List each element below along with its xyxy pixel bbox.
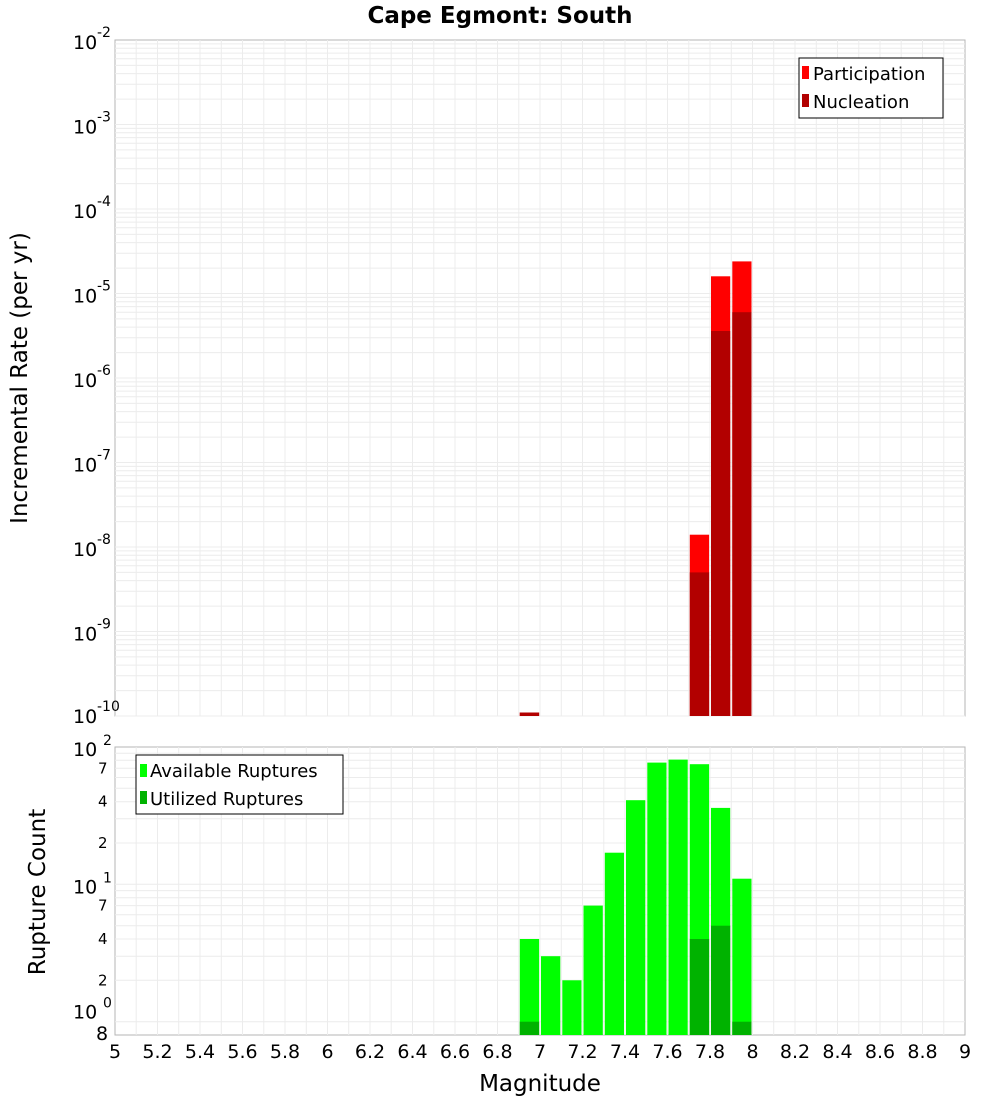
x-tick-label: 5.2 bbox=[142, 1041, 172, 1063]
x-tick-label: 8.2 bbox=[780, 1041, 810, 1063]
bottom-bar-utilized-ruptures bbox=[711, 925, 731, 1035]
y-tick-exponent: 1 bbox=[103, 870, 112, 886]
legend-label-nucleation: Nucleation bbox=[813, 92, 909, 113]
bottom-bar-available-ruptures bbox=[541, 956, 561, 1035]
x-tick-label: 5.6 bbox=[227, 1041, 257, 1063]
y-tick-exponent: 0 bbox=[103, 996, 112, 1012]
bottom-bar-utilized-ruptures bbox=[732, 1021, 752, 1035]
x-tick-label: 5.4 bbox=[185, 1041, 215, 1063]
bottom-bar-available-ruptures bbox=[562, 980, 582, 1035]
bottom-grid bbox=[115, 747, 965, 1035]
chart-title: Cape Egmont: South bbox=[367, 3, 632, 29]
legend-label-participation: Participation bbox=[813, 64, 925, 85]
bottom-legend: Available Ruptures Utilized Ruptures bbox=[135, 754, 344, 815]
x-tick-label: 7.4 bbox=[610, 1041, 640, 1063]
x-tick-label: 6.4 bbox=[397, 1041, 427, 1063]
y-tick-exponent: -3 bbox=[97, 110, 111, 126]
legend-label-utilized-ruptures: Utilized Ruptures bbox=[150, 789, 303, 810]
legend-label-available-ruptures: Available Ruptures bbox=[150, 761, 318, 782]
x-tick-label: 6.8 bbox=[482, 1041, 512, 1063]
legend-swatch-nucleation bbox=[802, 94, 809, 107]
y-minor-tick-label: 2 bbox=[98, 834, 108, 852]
y-tick-label: 10 bbox=[73, 1002, 97, 1024]
x-tick-label: 7.6 bbox=[652, 1041, 682, 1063]
top-bar-nucleation bbox=[519, 712, 540, 716]
top-legend: Participation Nucleation bbox=[798, 57, 944, 119]
top-y-axis: 10-210-310-410-510-610-710-810-910-10 bbox=[73, 25, 120, 728]
bottom-bar-available-ruptures bbox=[668, 759, 688, 1035]
y-tick-label: 10 bbox=[73, 370, 97, 392]
x-tick-label: 8 bbox=[746, 1041, 758, 1063]
bottom-bar-available-ruptures bbox=[583, 905, 603, 1035]
top-y-axis-label: Incremental Rate (per yr) bbox=[7, 232, 33, 524]
bottom-bar-available-ruptures bbox=[732, 878, 752, 1035]
x-tick-label: 6 bbox=[321, 1041, 333, 1063]
y-minor-tick-label: 2 bbox=[98, 971, 108, 989]
y-minor-tick-label: 8 bbox=[96, 1023, 108, 1045]
bottom-bar-available-ruptures bbox=[519, 939, 540, 1035]
y-tick-label: 10 bbox=[73, 32, 97, 54]
top-grid bbox=[115, 40, 965, 717]
x-tick-label: 5 bbox=[109, 1041, 121, 1063]
y-tick-exponent: 2 bbox=[103, 733, 112, 749]
y-tick-label: 10 bbox=[73, 201, 97, 223]
y-tick-label: 10 bbox=[73, 455, 97, 477]
x-tick-label: 7.8 bbox=[695, 1041, 725, 1063]
y-minor-tick-label: 7 bbox=[98, 759, 108, 777]
y-tick-exponent: -4 bbox=[97, 194, 111, 210]
legend-swatch-utilized-ruptures bbox=[140, 791, 147, 804]
bottom-bar-available-ruptures bbox=[626, 800, 646, 1035]
x-tick-label: 8.8 bbox=[907, 1041, 937, 1063]
y-tick-exponent: -6 bbox=[97, 363, 111, 379]
top-bar-nucleation bbox=[689, 572, 710, 716]
x-axis-label: Magnitude bbox=[479, 1071, 601, 1097]
top-bar-nucleation bbox=[711, 331, 731, 716]
bottom-bar-available-ruptures bbox=[604, 852, 624, 1035]
x-tick-label: 7.2 bbox=[567, 1041, 597, 1063]
x-tick-label: 6.6 bbox=[440, 1041, 470, 1063]
y-tick-label: 10 bbox=[73, 706, 97, 728]
x-tick-label: 6.2 bbox=[355, 1041, 385, 1063]
y-tick-exponent: -5 bbox=[97, 279, 111, 295]
y-minor-tick-label: 7 bbox=[98, 897, 108, 915]
bottom-bar-available-ruptures bbox=[647, 762, 667, 1035]
x-tick-label: 8.6 bbox=[865, 1041, 895, 1063]
x-tick-label: 7 bbox=[534, 1041, 546, 1063]
y-tick-label: 10 bbox=[73, 624, 97, 646]
y-tick-label: 10 bbox=[73, 739, 97, 761]
top-bar-nucleation bbox=[732, 312, 752, 716]
bottom-bars bbox=[519, 759, 752, 1035]
y-tick-label: 10 bbox=[73, 539, 97, 561]
bottom-bar-utilized-ruptures bbox=[519, 1021, 540, 1035]
y-tick-exponent: -7 bbox=[97, 448, 111, 464]
y-tick-exponent: -10 bbox=[97, 699, 120, 715]
y-tick-exponent: -9 bbox=[97, 617, 111, 633]
y-tick-exponent: -2 bbox=[97, 25, 111, 41]
x-tick-label: 8.4 bbox=[822, 1041, 852, 1063]
y-tick-label: 10 bbox=[73, 117, 97, 139]
bottom-y-axis-label: Rupture Count bbox=[25, 809, 51, 975]
bottom-legend-box bbox=[135, 754, 344, 815]
y-minor-tick-label: 4 bbox=[98, 930, 108, 948]
x-axis-ticks: 5 5.2 5.4 5.6 5.8 6 6.2 6.4 6.6 6.8 7 7.2 7.4 7.6 7.8 8… bbox=[109, 1041, 971, 1063]
bottom-bar-utilized-ruptures bbox=[689, 939, 710, 1035]
legend-swatch-participation bbox=[802, 66, 809, 79]
y-tick-exponent: -8 bbox=[97, 532, 111, 548]
top-panel: 10-210-310-410-510-610-710-810-910-10 In… bbox=[7, 25, 966, 728]
x-tick-label: 5.8 bbox=[270, 1041, 300, 1063]
y-tick-label: 10 bbox=[73, 876, 97, 898]
y-tick-label: 10 bbox=[73, 286, 97, 308]
legend-swatch-available-ruptures bbox=[140, 764, 147, 777]
x-tick-label: 9 bbox=[959, 1041, 971, 1063]
top-legend-box bbox=[798, 57, 944, 119]
top-bars bbox=[519, 261, 752, 716]
y-minor-tick-label: 4 bbox=[98, 793, 108, 811]
